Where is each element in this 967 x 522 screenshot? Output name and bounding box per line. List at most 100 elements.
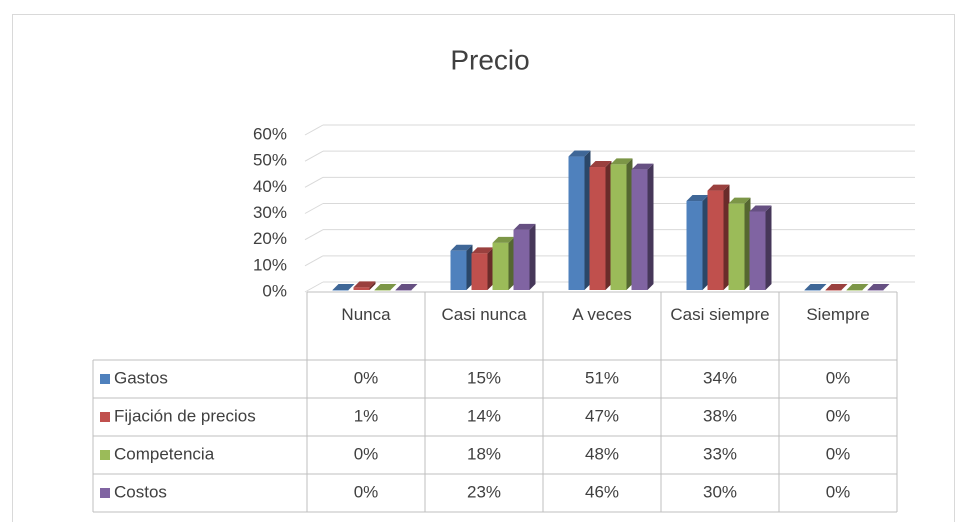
bar-top [492, 236, 515, 243]
grid-line [304, 255, 324, 267]
legend-key [100, 412, 110, 422]
bar-side [369, 281, 376, 290]
table-value: 0% [826, 444, 851, 463]
legend-key [100, 374, 110, 384]
table-value: 0% [826, 482, 851, 501]
table-value: 48% [585, 444, 619, 463]
table-value: 1% [354, 406, 379, 425]
bar [631, 169, 648, 290]
table-value: 0% [826, 406, 851, 425]
grid-line [304, 124, 324, 136]
table-value: 47% [585, 406, 619, 425]
bar-top [728, 197, 751, 204]
bar [610, 164, 627, 290]
table-value: 0% [354, 444, 379, 463]
bar-top [471, 247, 494, 254]
y-tick-label: 50% [253, 151, 287, 170]
grid-line [304, 150, 324, 162]
bar-side [765, 205, 772, 290]
bar-top [610, 158, 633, 165]
bar-side [702, 195, 709, 290]
bar-side [647, 163, 654, 290]
bar [589, 167, 606, 290]
bar-top [749, 205, 772, 212]
bar-top [867, 284, 890, 290]
table-value: 51% [585, 368, 619, 387]
chart-title: Precio [450, 44, 529, 75]
bar-side [508, 236, 515, 290]
bar [825, 290, 842, 291]
bar [450, 250, 467, 290]
bar [513, 229, 530, 290]
bar-top [804, 284, 827, 290]
legend-key [100, 488, 110, 498]
grid-line [304, 229, 324, 241]
bar-top [825, 284, 848, 290]
legend-key [100, 450, 110, 460]
bar [867, 290, 884, 291]
table-value: 18% [467, 444, 501, 463]
bar [804, 290, 821, 291]
bar-top [707, 184, 730, 191]
bar [353, 287, 370, 290]
table-value: 0% [826, 368, 851, 387]
category-label: A veces [572, 305, 632, 324]
table-value: 14% [467, 406, 501, 425]
table-value: 46% [585, 482, 619, 501]
bar [707, 190, 724, 290]
bar-side [466, 244, 473, 290]
table-value: 30% [703, 482, 737, 501]
category-label: Siempre [806, 305, 870, 324]
table-value: 33% [703, 444, 737, 463]
bar-side [487, 247, 494, 290]
bar-top [353, 281, 376, 288]
y-tick-label: 0% [262, 281, 287, 300]
bar-side [584, 150, 591, 290]
bar-top [686, 195, 709, 202]
table-value: 38% [703, 406, 737, 425]
bar-top [589, 161, 612, 168]
bar [686, 201, 703, 290]
bar-side [529, 223, 536, 290]
table-value: 0% [354, 482, 379, 501]
bar [728, 203, 745, 290]
y-tick-label: 30% [253, 203, 287, 222]
bar [492, 242, 509, 290]
table-value: 23% [467, 482, 501, 501]
category-label: Casi siempre [670, 305, 770, 324]
y-tick-label: 60% [253, 124, 287, 143]
bar-top [568, 150, 591, 157]
table-value: 0% [354, 368, 379, 387]
bar-side [605, 161, 612, 290]
category-label: Nunca [341, 305, 391, 324]
legend-label: Gastos [114, 368, 168, 387]
bar [374, 290, 391, 291]
grid-line [304, 203, 324, 214]
bar-top [450, 244, 473, 251]
bar-side [626, 158, 633, 290]
bar-top [374, 284, 397, 290]
table-value: 15% [467, 368, 501, 387]
y-tick-label: 40% [253, 177, 287, 196]
bar [471, 253, 488, 290]
bar-top [631, 163, 654, 170]
bar [846, 290, 863, 291]
bar [749, 211, 766, 290]
legend-label: Costos [114, 482, 167, 501]
legend-label: Competencia [114, 444, 215, 463]
bar [568, 156, 585, 290]
bar-top [395, 284, 418, 290]
bar-top [846, 284, 869, 290]
y-tick-label: 20% [253, 229, 287, 248]
table-value: 34% [703, 368, 737, 387]
y-tick-label: 10% [253, 255, 287, 274]
bar-side [723, 184, 730, 290]
bar-top [332, 284, 355, 290]
bar-top [513, 223, 536, 230]
bar-side [744, 197, 751, 290]
category-label: Casi nunca [441, 305, 527, 324]
bar [332, 290, 349, 291]
bar [395, 290, 412, 291]
